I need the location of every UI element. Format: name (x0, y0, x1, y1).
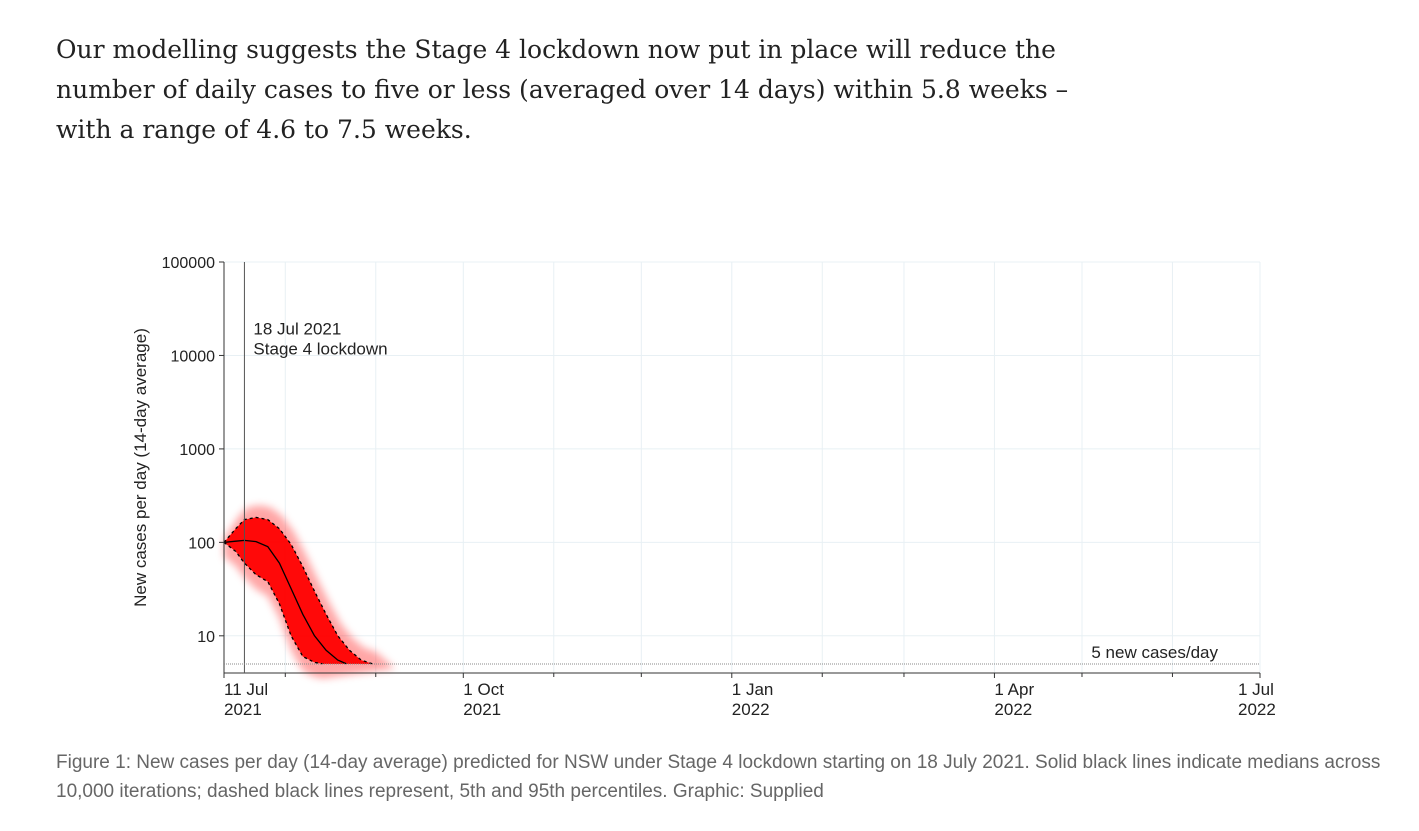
x-tick-label-year: 2021 (224, 700, 262, 719)
y-tick-label: 100 (188, 535, 215, 552)
x-tick-label-year: 2022 (1238, 700, 1276, 719)
prediction-band (224, 517, 373, 664)
x-tick-label: 1 Jul (1238, 680, 1274, 699)
figure-caption: Figure 1: New cases per day (14-day aver… (56, 752, 1381, 802)
prediction-band-layer (224, 505, 395, 679)
y-tick-label: 1000 (179, 442, 215, 459)
y-axis-label: New cases per day (14-day average) (131, 328, 150, 607)
x-tick-label: 11 Jul (224, 680, 268, 699)
x-tick-label: 1 Oct (463, 680, 504, 699)
x-tick-label: 1 Apr (994, 680, 1034, 699)
lockdown-marker-date: 18 Jul 2021 (253, 319, 341, 338)
y-tick-label: 10 (197, 629, 215, 646)
x-tick-label: 1 Jan (732, 680, 774, 699)
y-tick-label: 10000 (171, 348, 216, 365)
grid-layer (223, 261, 1261, 673)
lockdown-marker-label: Stage 4 lockdown (253, 339, 387, 358)
x-tick-label-year: 2021 (463, 700, 501, 719)
percentile-line (223, 516, 374, 665)
x-tick-label-year: 2022 (994, 700, 1032, 719)
x-tick-label-year: 2022 (732, 700, 770, 719)
intro-paragraph: Our modelling suggests the Stage 4 lockd… (56, 35, 1069, 144)
y-tick-label: 100000 (162, 255, 215, 272)
threshold-label: 5 new cases/day (1091, 643, 1218, 662)
median-line (223, 539, 347, 665)
cases-chart: 10 100 1000 10000 100000 11 Jul 2021 1 Oct 2021 1… (120, 245, 1300, 735)
percentile-lines-layer (223, 516, 374, 665)
